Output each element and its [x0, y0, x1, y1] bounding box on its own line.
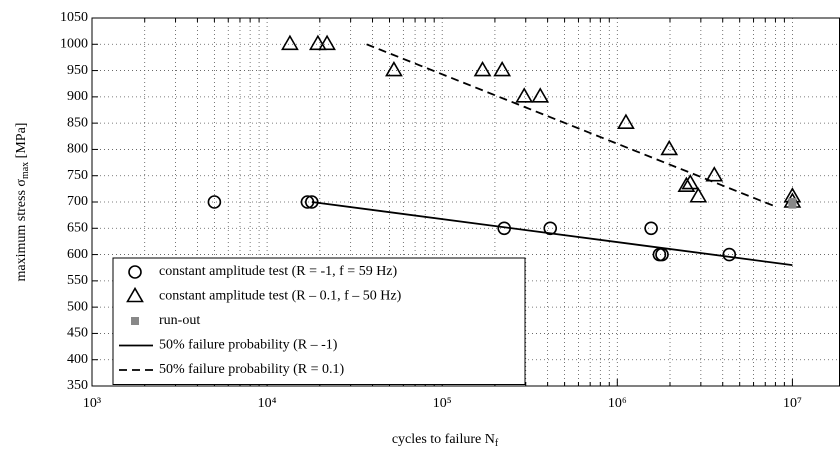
fit-line — [366, 43, 778, 209]
y-tick-label: 750 — [67, 168, 88, 183]
triangle-marker — [309, 34, 327, 51]
triangle-marker — [385, 60, 403, 77]
triangle-marker — [473, 60, 492, 77]
circle-marker — [722, 247, 737, 262]
y-label-sub: max — [20, 162, 31, 179]
y-label-unit: [MPa] — [14, 123, 29, 162]
fit-line — [311, 201, 793, 266]
y-tick-label: 600 — [67, 247, 88, 262]
y-tick-label: 700 — [67, 194, 88, 209]
y-tick-label: 400 — [67, 352, 88, 367]
x-label-sub: f — [495, 438, 499, 449]
legend-label: 50% failure probability (R – -1) — [159, 338, 338, 353]
x-tick-label: 10⁵ — [433, 396, 452, 411]
triangle-marker — [681, 173, 700, 190]
triangle-marker — [689, 187, 708, 203]
legend-label: run-out — [159, 313, 200, 328]
legend-box — [112, 257, 526, 385]
legend-label: 50% failure probability (R = 0.1) — [159, 362, 345, 377]
y-tick-label: 800 — [67, 142, 88, 157]
y-tick-label: 900 — [67, 89, 88, 104]
triangle-marker — [531, 87, 550, 103]
circle-marker — [644, 221, 658, 236]
x-tick-label: 10⁶ — [608, 396, 627, 411]
y-label-text: maximum stress σ — [14, 179, 29, 282]
x-label-text: cycles to failure N — [392, 432, 495, 447]
y-tick-label: 850 — [67, 115, 88, 130]
circle-marker — [128, 265, 142, 279]
x-tick-label: 10⁷ — [783, 396, 802, 411]
x-tick-label: 10⁴ — [258, 396, 277, 411]
legend-label: constant amplitude test (R – 0.1, f – 50… — [159, 289, 402, 304]
triangle-marker — [281, 34, 299, 51]
square-marker — [131, 317, 139, 325]
x-axis-label: cycles to failure Nf — [392, 432, 499, 449]
y-tick-label: 350 — [67, 378, 88, 393]
circle-marker — [207, 195, 222, 209]
triangle-marker — [705, 166, 724, 182]
triangle-marker — [126, 286, 144, 303]
triangle-marker — [660, 139, 679, 156]
square-marker — [788, 200, 797, 209]
circle-marker — [543, 221, 558, 236]
triangle-marker — [318, 34, 336, 51]
y-tick-label: 1050 — [60, 10, 88, 25]
triangle-marker — [617, 113, 635, 129]
legend-label: constant amplitude test (R = -1, f = 59 … — [159, 264, 398, 279]
y-tick-label: 500 — [67, 299, 88, 314]
triangle-marker — [677, 176, 696, 193]
y-tick-label: 950 — [67, 63, 88, 78]
y-axis-label: maximum stress σmax [MPa] — [14, 123, 31, 282]
triangle-marker — [493, 60, 512, 77]
y-tick-label: 450 — [67, 326, 88, 341]
triangle-marker — [515, 87, 534, 103]
x-tick-label: 10³ — [83, 396, 101, 411]
y-tick-label: 550 — [67, 273, 88, 288]
y-tick-label: 650 — [67, 221, 88, 236]
y-tick-label: 1000 — [60, 37, 88, 52]
